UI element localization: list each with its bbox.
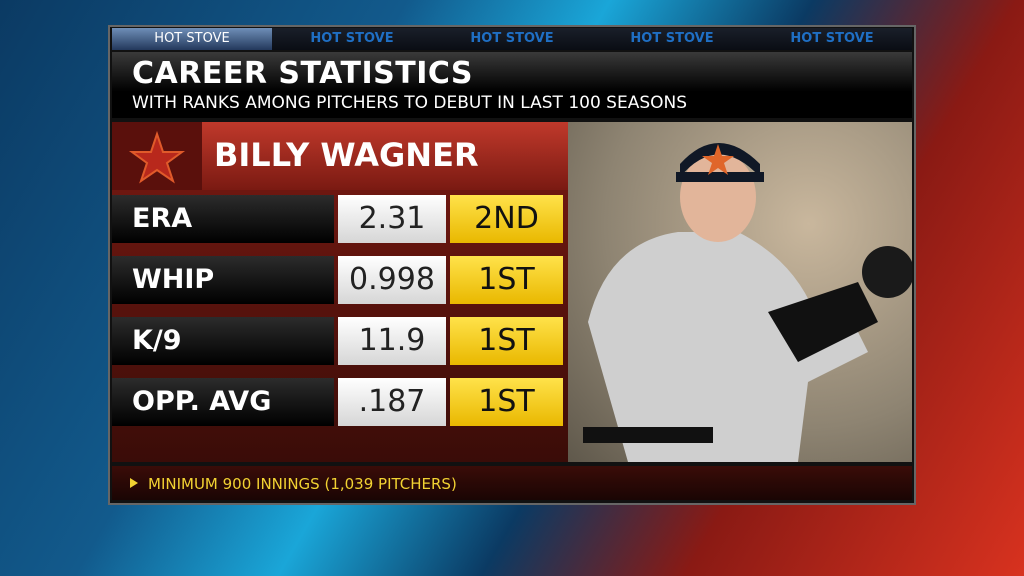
stat-value: 2.31 xyxy=(338,195,446,243)
tab: HOT STOVE xyxy=(310,31,394,46)
title: CAREER STATISTICS xyxy=(132,56,474,91)
tab: HOT STOVE xyxy=(630,31,714,46)
stat-value: 11.9 xyxy=(338,317,446,365)
stat-rank: 2ND xyxy=(450,195,563,243)
stat-label: WHIP xyxy=(112,256,334,304)
footer-arrow xyxy=(130,478,138,488)
stat-value: .187 xyxy=(338,378,446,426)
photo-figure xyxy=(583,143,912,462)
tab: HOT STOVE xyxy=(470,31,554,46)
stat-rank: 1ST xyxy=(450,378,563,426)
player-photo xyxy=(568,122,912,462)
player-name: BILLY WAGNER xyxy=(214,136,479,174)
team-logo xyxy=(112,122,202,190)
stat-label: K/9 xyxy=(112,317,334,365)
stat-label: ERA xyxy=(112,195,334,243)
tab-bar: HOT STOVE HOT STOVE HOT STOVE HOT STOVE HOT … xyxy=(112,28,912,50)
logo-star xyxy=(128,130,186,184)
footnote: MINIMUM 900 INNINGS (1,039 PITCHERS) xyxy=(148,475,457,493)
stat-rank: 1ST xyxy=(450,317,563,365)
subtitle: WITH RANKS AMONG PITCHERS TO DEBUT IN LA… xyxy=(132,93,688,113)
header-band xyxy=(112,52,912,118)
footer-bar xyxy=(112,466,912,500)
stat-label: OPP. AVG xyxy=(112,378,334,426)
tab: HOT STOVE xyxy=(112,28,272,50)
stat-rank: 1ST xyxy=(450,256,563,304)
tab: HOT STOVE xyxy=(790,31,874,46)
stat-value: 0.998 xyxy=(338,256,446,304)
